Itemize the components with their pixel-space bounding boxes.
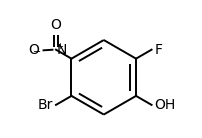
Text: OH: OH: [154, 98, 175, 112]
Text: O: O: [50, 18, 61, 32]
Text: −: −: [33, 47, 41, 57]
Text: F: F: [155, 43, 163, 57]
Text: N: N: [57, 43, 67, 57]
Text: +: +: [56, 42, 63, 51]
Text: Br: Br: [38, 98, 54, 112]
Text: O: O: [29, 43, 40, 57]
